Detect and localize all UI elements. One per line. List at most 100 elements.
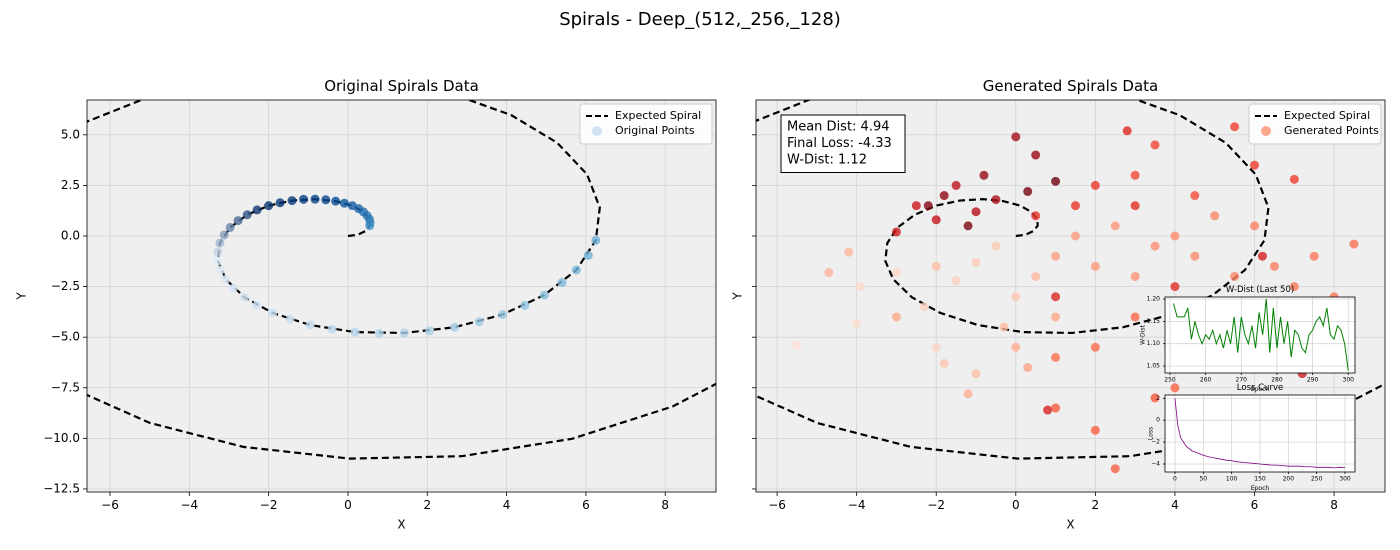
point bbox=[963, 221, 973, 231]
point bbox=[911, 201, 921, 211]
y-tick-label: 1.20 bbox=[1147, 296, 1161, 303]
x-axis-label: X bbox=[397, 517, 405, 531]
point bbox=[951, 276, 961, 286]
x-tick-label: 280 bbox=[1271, 376, 1283, 383]
x-tick-label: 6 bbox=[582, 498, 590, 512]
y-tick-label: −2 bbox=[1151, 439, 1160, 446]
legend-label: Expected Spiral bbox=[1284, 109, 1370, 122]
point bbox=[1031, 211, 1041, 221]
point bbox=[844, 247, 854, 257]
point bbox=[939, 191, 949, 201]
point bbox=[1043, 405, 1053, 415]
point bbox=[1130, 271, 1140, 281]
legend-box bbox=[579, 103, 713, 145]
point bbox=[539, 290, 549, 300]
y-tick-label: −4 bbox=[1151, 461, 1160, 468]
x-tick-label: 250 bbox=[1164, 376, 1176, 383]
point bbox=[1170, 383, 1180, 393]
point bbox=[287, 196, 297, 206]
point bbox=[1031, 271, 1041, 281]
point bbox=[1250, 160, 1260, 170]
point bbox=[931, 342, 941, 352]
y-tick-label: 0.0 bbox=[61, 228, 80, 242]
point bbox=[239, 292, 249, 302]
x-tick-label: 300 bbox=[1339, 475, 1351, 482]
x-tick-label: 6 bbox=[1251, 498, 1259, 512]
point bbox=[1070, 231, 1080, 241]
point bbox=[919, 302, 929, 312]
point bbox=[979, 170, 989, 180]
point bbox=[321, 195, 331, 205]
point bbox=[219, 230, 229, 240]
point bbox=[1289, 174, 1299, 184]
point bbox=[310, 194, 320, 204]
point bbox=[971, 369, 981, 379]
panel-title: W-Dist (Last 50) bbox=[1226, 285, 1294, 295]
legend-swatch bbox=[592, 126, 602, 136]
point bbox=[1349, 239, 1359, 249]
point bbox=[1150, 140, 1160, 150]
point bbox=[1090, 425, 1100, 435]
point bbox=[1309, 251, 1319, 261]
annotation: Mean Dist: 4.94 bbox=[787, 120, 890, 135]
plot-frame bbox=[1164, 296, 1356, 374]
x-tick-label: 4 bbox=[1171, 498, 1179, 512]
point bbox=[1257, 251, 1267, 261]
point bbox=[327, 324, 337, 334]
point bbox=[450, 322, 460, 332]
x-tick-label: 260 bbox=[1200, 376, 1212, 383]
point bbox=[225, 222, 235, 232]
y-axis-label: Y bbox=[731, 292, 745, 301]
y-tick-label: 1.15 bbox=[1147, 318, 1161, 325]
y-axis-label: Loss bbox=[1148, 427, 1155, 440]
x-axis-label: Epoch bbox=[1251, 485, 1270, 492]
point bbox=[1051, 251, 1061, 261]
line bbox=[1173, 298, 1349, 371]
point bbox=[971, 257, 981, 267]
legend-label: Original Points bbox=[615, 124, 695, 137]
plot-frame bbox=[86, 99, 717, 493]
x-tick-label: 300 bbox=[1343, 376, 1355, 383]
point bbox=[331, 196, 341, 206]
x-tick-label: 2 bbox=[423, 498, 431, 512]
point bbox=[1190, 191, 1200, 201]
point bbox=[1090, 180, 1100, 190]
point bbox=[520, 300, 530, 310]
point bbox=[1090, 342, 1100, 352]
point bbox=[1130, 312, 1140, 322]
point bbox=[233, 216, 243, 226]
point bbox=[1051, 352, 1061, 362]
point bbox=[242, 210, 252, 220]
x-tick-label: 150 bbox=[1254, 475, 1266, 482]
annotation: Final Loss: -4.33 bbox=[787, 136, 892, 151]
x-tick-label: 4 bbox=[503, 498, 511, 512]
point bbox=[557, 278, 567, 288]
point bbox=[583, 250, 593, 260]
point bbox=[474, 317, 484, 327]
x-tick-label: 200 bbox=[1283, 475, 1295, 482]
x-tick-label: 250 bbox=[1311, 475, 1323, 482]
annotation-box bbox=[780, 114, 906, 173]
point bbox=[1051, 312, 1061, 322]
point bbox=[1190, 251, 1200, 261]
point bbox=[215, 238, 225, 248]
y-axis-label: Y bbox=[15, 292, 29, 301]
plot-layer bbox=[1174, 398, 1346, 469]
plot-frame bbox=[1164, 394, 1356, 473]
point bbox=[824, 267, 834, 277]
point bbox=[999, 322, 1009, 332]
line bbox=[1174, 398, 1346, 469]
plot-area bbox=[1165, 297, 1355, 373]
y-tick-label: 5.0 bbox=[61, 127, 80, 141]
x-tick-label: −6 bbox=[101, 498, 119, 512]
point bbox=[252, 300, 262, 310]
point bbox=[275, 198, 285, 208]
y-tick-label: 2 bbox=[1156, 395, 1160, 402]
x-tick-label: −2 bbox=[260, 498, 278, 512]
point bbox=[374, 328, 384, 338]
point bbox=[1023, 363, 1033, 373]
point bbox=[991, 195, 1001, 205]
point bbox=[1023, 186, 1033, 196]
point bbox=[852, 318, 862, 328]
